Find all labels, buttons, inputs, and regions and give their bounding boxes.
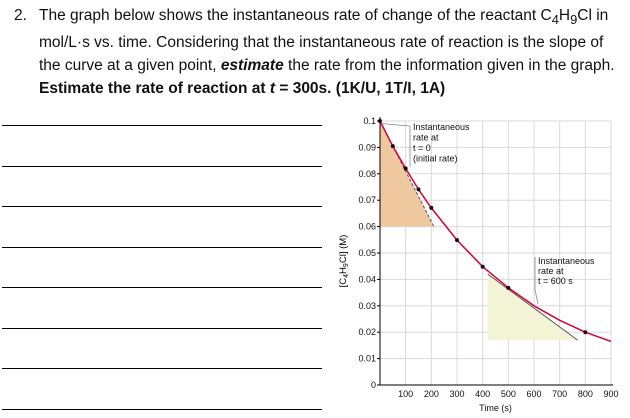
x-tick-label: 100 (398, 389, 413, 399)
marks-label: (1K/U, 1T/I, 1A) (335, 80, 446, 98)
annotation-initial-line: rate at (413, 133, 439, 143)
question-text: The graph below shows the instantaneous … (39, 7, 615, 98)
data-point (583, 330, 588, 335)
annotation-600-line: Instantaneous (538, 256, 595, 266)
data-point (506, 285, 511, 290)
x-tick-label: 900 (603, 389, 618, 399)
concentration-curve (379, 120, 612, 343)
y-tick-label: 0.04 (358, 274, 376, 284)
x-tick-label: 700 (552, 389, 567, 399)
question-number: 2. (14, 7, 27, 24)
y-axis-label: [C4H9Cl] (M) (338, 235, 350, 288)
annotation-600-leader (534, 289, 539, 304)
annotation-initial-leader (382, 123, 411, 127)
tangent-600-line (487, 273, 578, 341)
x-tick-label: 300 (449, 389, 464, 399)
y-tick-label: 0.07 (358, 195, 376, 205)
y-tick-label: 0.1 (363, 116, 376, 126)
annotation-initial-line: t = 0 (413, 143, 431, 153)
annotation-initial-line: Instantaneous (413, 122, 470, 132)
x-tick-label: 500 (501, 389, 516, 399)
answer-line[interactable] (2, 206, 322, 207)
data-point (480, 264, 485, 269)
estimate-bold: Estimate (39, 80, 104, 98)
answer-line[interactable] (2, 246, 322, 248)
question-block: 2. The graph below shows the instantaneo… (14, 4, 620, 100)
answer-line[interactable] (2, 368, 322, 369)
x-axis-label: Time (s) (479, 403, 512, 413)
answer-line[interactable] (2, 165, 322, 167)
data-point (390, 144, 395, 149)
y-tick-label: 0.05 (358, 248, 376, 258)
y-tick-label: 0.01 (358, 354, 376, 364)
y-tick-label: 0.03 (358, 301, 376, 311)
answer-line[interactable] (2, 125, 322, 126)
answer-line[interactable] (2, 327, 322, 329)
annotation-600-line: t = 600 s (538, 276, 573, 286)
x-tick-label: 800 (578, 389, 593, 399)
x-tick-label: 600 (526, 389, 541, 399)
annotation-600-line: rate at (538, 266, 564, 276)
y-tick-label: 0.08 (358, 169, 376, 179)
y-tick-label: 0 (371, 380, 376, 390)
annotation-initial-line: (initial rate) (413, 154, 458, 164)
initial-rate-triangle (380, 121, 434, 227)
data-point (429, 205, 434, 210)
answer-line[interactable] (2, 287, 322, 288)
y-tick-label: 0.09 (358, 142, 376, 152)
y-tick-label: 0.06 (358, 222, 376, 232)
answer-line[interactable] (2, 408, 322, 410)
estimate-emphasis: estimate (220, 57, 284, 75)
x-tick-label: 200 (424, 389, 439, 399)
data-point (403, 166, 408, 171)
data-point (416, 187, 421, 192)
y-tick-label: 0.02 (358, 327, 376, 337)
data-point (455, 238, 459, 243)
x-tick-label: 400 (475, 389, 490, 399)
